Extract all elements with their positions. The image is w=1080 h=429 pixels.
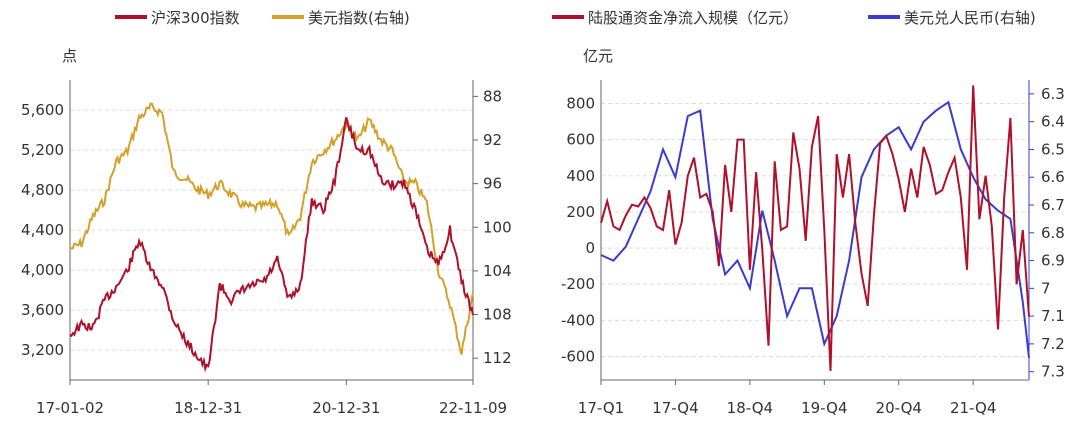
- right-chart-ytick-label: -400: [561, 311, 595, 329]
- left-chart-xtick-label: 22-11-09: [439, 399, 507, 417]
- left-y-axis-unit: 点: [62, 47, 77, 65]
- right-chart-right-ytick-label: 6.8: [1041, 224, 1065, 242]
- left-chart-ytick-label: 5,200: [21, 141, 64, 159]
- right-chart-right-ytick-label: 7: [1041, 279, 1051, 297]
- left-chart-right-ytick-label: 100: [483, 218, 512, 236]
- right-chart-right-ytick-label: 6.3: [1041, 85, 1065, 103]
- left-chart-ytick-label: 4,800: [21, 181, 64, 199]
- right-chart-right-ytick-label: 6.6: [1041, 168, 1065, 186]
- right-chart-right-ytick-label: 6.5: [1041, 140, 1065, 158]
- left-chart-right-ytick-label: 96: [483, 175, 502, 193]
- right-chart-right-ytick-label: 7.2: [1041, 335, 1065, 353]
- right-chart-ytick-label: -200: [561, 275, 595, 293]
- left-chart-xtick-label: 18-12-31: [174, 399, 242, 417]
- right-chart-xtick-label: 18-Q4: [727, 399, 773, 417]
- left-chart-ytick-label: 4,000: [21, 261, 64, 279]
- right-chart-right-ytick-label: 7.3: [1041, 363, 1065, 381]
- left-chart-right-ytick-label: 88: [483, 87, 502, 105]
- left-chart-xtick-label: 20-12-31: [312, 399, 380, 417]
- left-chart-ytick-label: 4,400: [21, 221, 64, 239]
- left-chart-xtick-label: 17-01-02: [36, 399, 104, 417]
- series-line-northbound: [600, 85, 1030, 372]
- left-chart-legend: 沪深300指数 美元指数(右轴): [115, 9, 410, 27]
- right-chart-xtick-label: 17-Q4: [652, 399, 698, 417]
- legend-label-dxy: 美元指数(右轴): [308, 9, 410, 27]
- left-chart-ytick-label: 5,600: [21, 101, 64, 119]
- left-chart-right-ytick-label: 92: [483, 131, 502, 149]
- right-chart-ytick-label: 600: [566, 131, 595, 149]
- right-chart-right-ytick-label: 6.4: [1041, 113, 1065, 131]
- right-chart-ytick-label: 400: [566, 167, 595, 185]
- right-chart-ytick-label: 200: [566, 203, 595, 221]
- left-chart-ytick-label: 3,600: [21, 301, 64, 319]
- right-chart-xtick-label: 17-Q1: [578, 399, 624, 417]
- right-chart-xtick-label: 20-Q4: [876, 399, 922, 417]
- right-chart-xtick-label: 19-Q4: [801, 399, 847, 417]
- series-line-dxy: [69, 102, 474, 355]
- series-line-hs300: [69, 117, 474, 373]
- right-chart-right-ytick-label: 7.1: [1041, 307, 1065, 325]
- right-chart-ytick-label: -600: [561, 348, 595, 366]
- left-chart-right-ytick-label: 104: [483, 262, 512, 280]
- right-chart-legend: 陆股通资金净流入规模（亿元） 美元兑人民币(右轴): [552, 9, 1036, 27]
- left-chart-ytick-label: 3,200: [21, 341, 64, 359]
- right-chart-ytick-label: 800: [566, 94, 595, 112]
- legend-label-northbound: 陆股通资金净流入规模（亿元）: [588, 9, 798, 27]
- right-chart-right-ytick-label: 6.7: [1041, 196, 1065, 214]
- left-chart-right-ytick-label: 112: [483, 349, 512, 367]
- legend-label-hs300: 沪深300指数: [151, 9, 240, 27]
- right-chart-ytick-label: 0: [585, 239, 595, 257]
- right-chart-right-ytick-label: 6.9: [1041, 252, 1065, 270]
- series-line-usdcny: [600, 100, 1030, 358]
- legend-label-usdcny: 美元兑人民币(右轴): [904, 9, 1036, 27]
- right-y-axis-unit: 亿元: [583, 47, 613, 65]
- right-chart-xtick-label: 21-Q4: [950, 399, 996, 417]
- left-chart-right-ytick-label: 108: [483, 306, 512, 324]
